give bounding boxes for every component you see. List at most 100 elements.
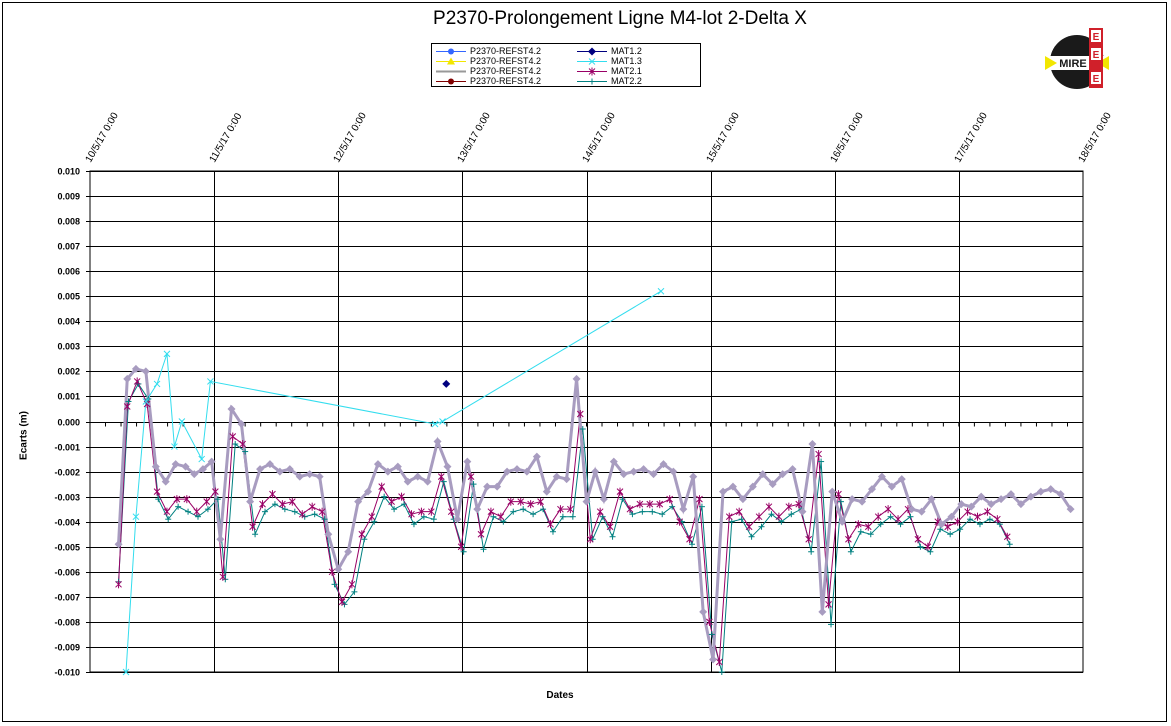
data-point <box>947 512 956 521</box>
data-point <box>448 78 454 85</box>
data-point <box>591 467 600 476</box>
diamond-marker <box>591 467 600 476</box>
data-point <box>115 580 122 589</box>
y-tick-label: -0.007 <box>54 593 80 603</box>
data-point <box>271 501 278 508</box>
data-point <box>334 565 343 574</box>
data-point <box>194 513 201 520</box>
x-tick-label: 10/5/17 0:00 <box>84 110 122 164</box>
data-point <box>510 508 517 515</box>
data-point <box>132 513 140 521</box>
data-point <box>1026 492 1035 501</box>
mire-logo: E E E MIRE <box>1043 26 1111 89</box>
data-point <box>497 512 505 521</box>
data-point <box>203 497 211 506</box>
data-point <box>864 522 872 531</box>
data-point <box>569 513 576 520</box>
data-point <box>470 481 477 488</box>
x-marker <box>431 420 439 428</box>
data-point <box>755 512 763 521</box>
y-tick-label: -0.009 <box>54 643 80 653</box>
diamond-marker <box>403 477 412 486</box>
legend-swatch <box>436 78 466 85</box>
data-point <box>433 437 442 446</box>
x-marker <box>588 58 596 65</box>
data-point <box>917 543 924 550</box>
diamond-marker <box>265 460 274 469</box>
data-point <box>947 531 954 538</box>
data-point <box>285 465 294 474</box>
data-point <box>857 528 864 535</box>
data-point <box>967 516 974 523</box>
data-point <box>738 495 747 504</box>
data-point <box>373 460 382 469</box>
diamond-marker <box>689 472 698 481</box>
data-point <box>537 497 544 506</box>
data-point <box>567 505 574 514</box>
diamond-marker <box>709 655 718 664</box>
series-lines <box>117 290 1072 673</box>
data-point <box>517 497 525 506</box>
data-point <box>503 467 512 476</box>
y-axis-label: Ecarts (m) <box>18 411 30 460</box>
diamond-marker <box>315 472 324 481</box>
data-point <box>348 580 356 589</box>
data-point <box>549 528 556 535</box>
diamond-marker <box>609 457 618 466</box>
data-point <box>874 512 882 521</box>
legend-swatch <box>577 58 607 65</box>
diamond-marker <box>463 457 472 466</box>
data-point <box>443 462 452 471</box>
legend-label: MAT1.3 <box>611 56 642 66</box>
data-point <box>171 460 180 469</box>
data-point <box>269 490 276 499</box>
diamond-marker <box>778 470 787 479</box>
data-point <box>413 472 422 481</box>
diamond-marker <box>947 512 956 521</box>
series-line-mat1-3 <box>125 290 662 673</box>
data-point <box>582 497 591 506</box>
diamond-marker <box>738 495 747 504</box>
diamond-marker <box>719 487 728 496</box>
data-point <box>1007 490 1016 499</box>
legend-label: P2370-REFST4.2 <box>470 76 542 86</box>
x-marker <box>163 350 171 358</box>
diamond-marker <box>1026 492 1035 501</box>
legend-swatch <box>577 67 607 76</box>
y-tick-label: 0.001 <box>57 392 80 402</box>
data-point <box>530 511 537 518</box>
data-point <box>937 520 946 529</box>
diamond-marker <box>364 487 373 496</box>
y-tick-label: -0.003 <box>54 493 80 503</box>
diamond-marker <box>131 364 140 373</box>
data-point <box>715 657 723 666</box>
x-tick-label: 13/5/17 0:00 <box>456 110 494 164</box>
data-point <box>437 472 445 481</box>
data-point <box>572 374 581 383</box>
diamond-marker <box>1056 490 1065 499</box>
data-point <box>937 526 944 533</box>
y-tick-label: -0.002 <box>54 468 80 478</box>
data-point <box>977 492 986 501</box>
data-point <box>964 507 971 516</box>
data-point <box>808 440 817 449</box>
data-point <box>540 506 547 513</box>
x-tick-label: 18/5/17 0:00 <box>1077 110 1115 164</box>
data-point <box>708 631 715 638</box>
data-point <box>954 517 961 526</box>
data-point <box>227 404 236 413</box>
diamond-marker <box>354 497 363 506</box>
data-point <box>924 542 932 551</box>
diamond-marker <box>1007 490 1016 499</box>
data-point <box>758 470 767 479</box>
data-point <box>719 487 728 496</box>
data-point <box>463 457 472 466</box>
data-point <box>837 498 844 505</box>
diamond-marker <box>324 530 333 539</box>
data-point <box>768 511 775 518</box>
x-tick-label: 11/5/17 0:00 <box>208 111 245 164</box>
data-point <box>619 470 628 479</box>
data-point <box>976 521 983 528</box>
legend-swatch <box>436 48 466 55</box>
diamond-marker <box>967 502 976 511</box>
